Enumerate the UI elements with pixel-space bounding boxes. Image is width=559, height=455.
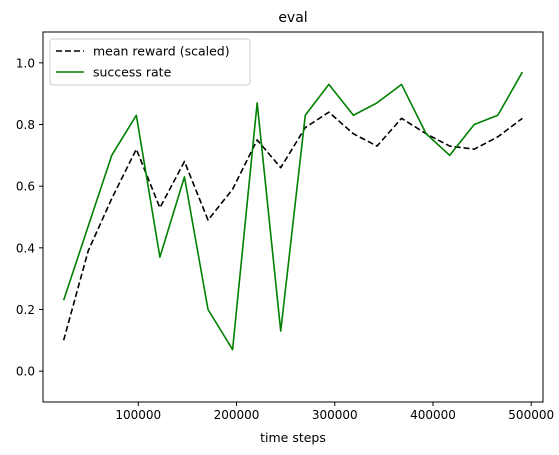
x-axis: 100000 200000 300000 400000 500000 — [115, 402, 554, 422]
x-axis-label: time steps — [260, 430, 326, 445]
x-tick-label: 400000 — [410, 408, 456, 422]
legend-frame — [49, 38, 251, 86]
series-line-1 — [62, 71, 524, 351]
y-axis: 0.0 0.2 0.4 0.6 0.8 1.0 — [16, 56, 43, 379]
y-tick-label: 0.4 — [16, 241, 35, 255]
y-tick-label: 0.0 — [16, 365, 35, 379]
y-tick-label: 0.8 — [16, 118, 35, 132]
x-tick-label: 200000 — [214, 408, 260, 422]
y-tick-label: 0.6 — [16, 180, 35, 194]
y-tick-label: 0.2 — [16, 303, 35, 317]
legend-label-mean-reward: mean reward (scaled) — [93, 44, 230, 59]
chart-title: eval — [278, 10, 307, 26]
plot-frame — [42, 31, 544, 403]
y-tick-label: 1.0 — [16, 56, 35, 70]
series-layer — [62, 71, 524, 351]
x-tick-label: 300000 — [312, 408, 358, 422]
legend-label-success-rate: success rate — [93, 65, 172, 80]
legend: mean reward (scaled) success rate — [49, 38, 251, 86]
plot-area — [42, 31, 544, 403]
x-tick-label: 100000 — [115, 408, 161, 422]
x-tick-label: 500000 — [508, 408, 554, 422]
